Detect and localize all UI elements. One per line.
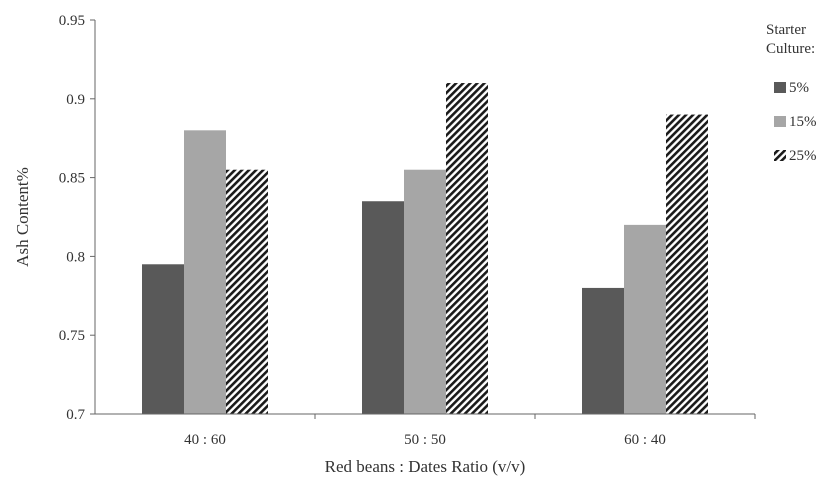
bars <box>142 83 708 414</box>
x-tick-label: 60 : 40 <box>624 432 666 448</box>
bar-15pct-3 <box>624 224 666 414</box>
x-tick-label: 40 : 60 <box>184 432 226 448</box>
legend-label-25pct: 25% <box>789 148 817 164</box>
bar-25pct-3 <box>666 114 708 414</box>
legend: Starter Culture: 5% 15% 25% <box>766 22 817 164</box>
y-tick-label: 0.9 <box>66 92 85 108</box>
y-axis-ticks: 0.7 0.75 0.8 0.85 0.9 0.95 <box>59 13 95 423</box>
legend-swatch-15pct <box>774 116 786 127</box>
bar-15pct-2 <box>404 169 446 414</box>
y-axis-title: Ash Content% <box>13 167 32 267</box>
y-tick-label: 0.85 <box>59 171 85 187</box>
y-tick-label: 0.7 <box>66 407 85 423</box>
y-tick-label: 0.8 <box>66 249 85 265</box>
legend-title-line-1: Starter <box>766 22 806 38</box>
bar-5pct-3 <box>582 287 624 414</box>
bar-5pct-1 <box>142 264 184 414</box>
legend-label-15pct: 15% <box>789 114 817 130</box>
legend-swatch-5pct <box>774 82 786 93</box>
legend-swatch-25pct <box>774 150 786 161</box>
legend-title-line-2: Culture: <box>766 41 815 57</box>
bar-25pct-1 <box>226 169 268 414</box>
bar-25pct-2 <box>446 83 488 414</box>
y-tick-label: 0.95 <box>59 13 85 29</box>
y-tick-label: 0.75 <box>59 328 85 344</box>
bar-5pct-2 <box>362 201 404 414</box>
legend-label-5pct: 5% <box>789 80 809 96</box>
x-axis-ticks: 40 : 60 50 : 50 60 : 40 <box>184 414 756 448</box>
x-axis-title: Red beans : Dates Ratio (v/v) <box>325 457 526 476</box>
x-tick-label: 50 : 50 <box>404 432 446 448</box>
bar-15pct-1 <box>184 130 226 414</box>
